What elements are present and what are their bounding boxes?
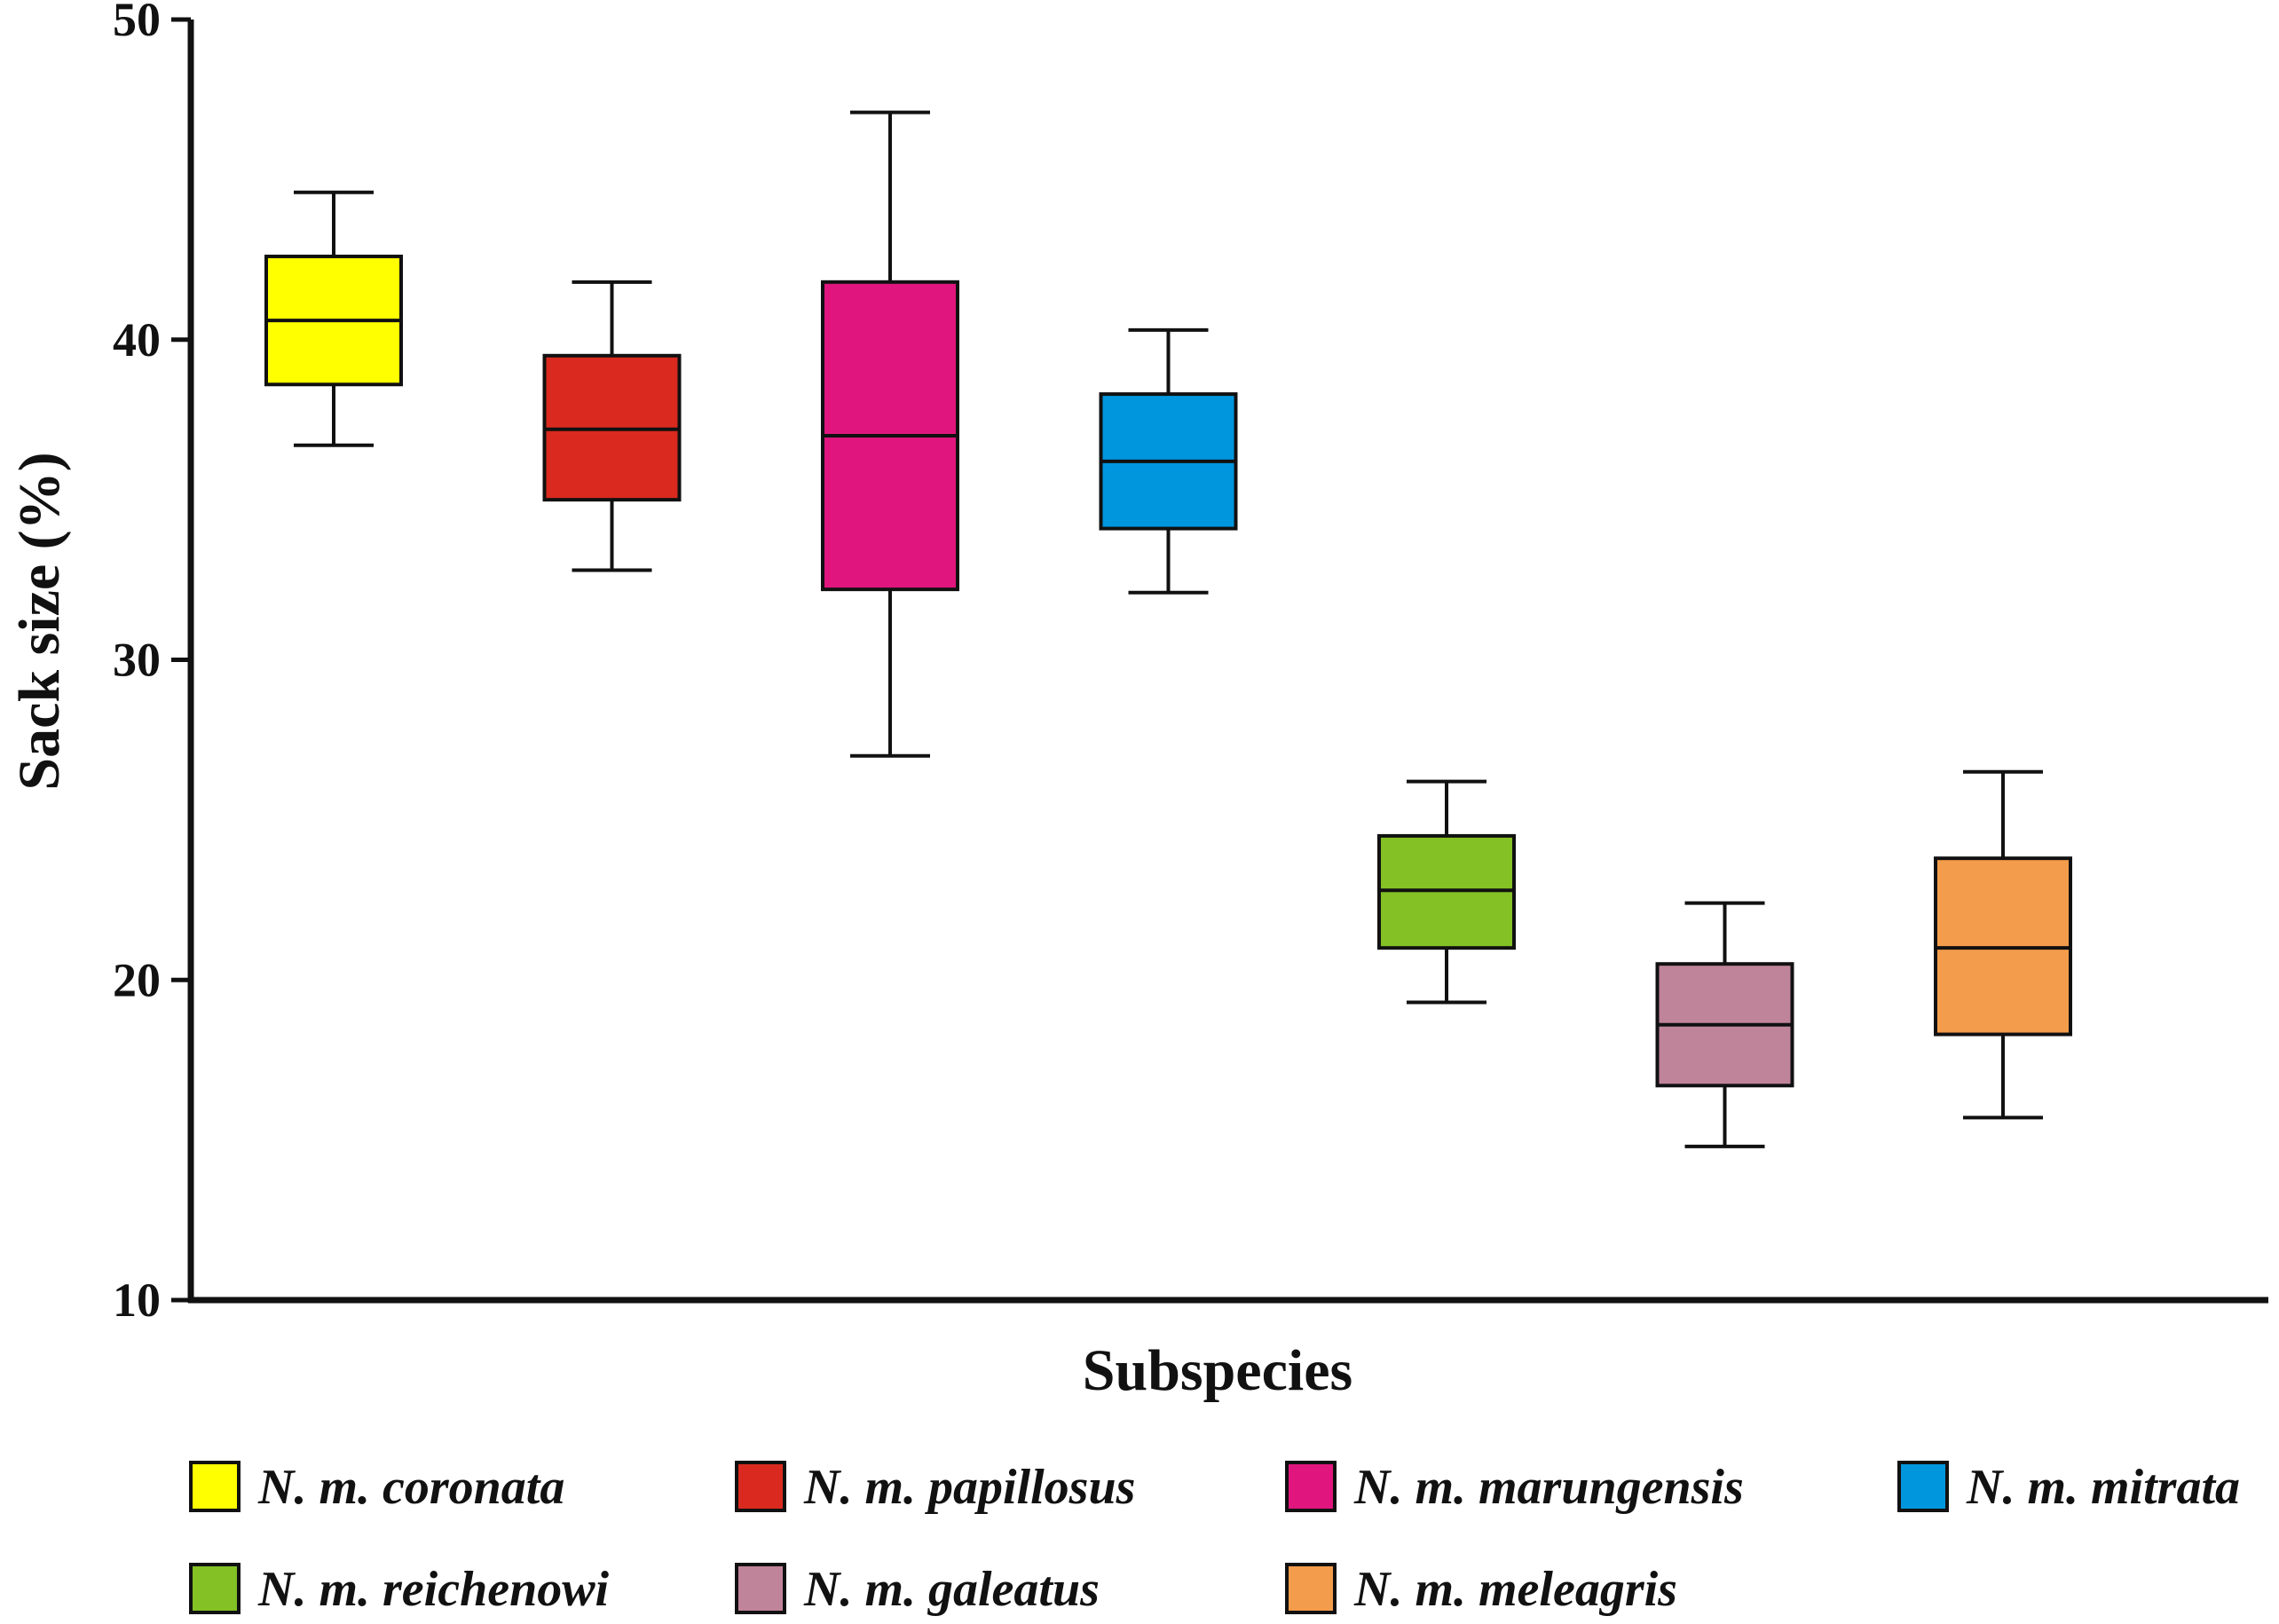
y-tick-label: 10	[113, 1273, 161, 1327]
box-1	[264, 190, 403, 447]
y-tick-label: 30	[113, 634, 161, 687]
legend-label: N. m. mitrata	[1966, 1460, 2240, 1515]
y-tick-label: 20	[113, 953, 161, 1006]
legend-item: N. m. meleagris	[1285, 1562, 1677, 1617]
legend-item: N. m. marungensis	[1285, 1460, 1744, 1515]
legend-item: N. m. papillosus	[735, 1460, 1135, 1515]
legend: N. m. coronata N. m. papillosus N. m. maru…	[189, 1460, 2240, 1617]
legend-swatch	[1285, 1563, 1337, 1614]
legend-label: N. m. reichenowi	[257, 1562, 610, 1617]
y-axis-title: Sack size (%)	[7, 452, 72, 790]
legend-swatch	[189, 1563, 241, 1614]
box-3	[821, 110, 959, 758]
legend-swatch	[735, 1461, 786, 1512]
y-tick-label: 40	[113, 313, 161, 367]
legend-item: N. m. galeatus	[735, 1562, 1100, 1617]
legend-label: N. m. meleagris	[1353, 1562, 1677, 1617]
legend-label: N. m. papillosus	[803, 1460, 1135, 1515]
legend-swatch	[1897, 1461, 1949, 1512]
legend-swatch	[189, 1461, 241, 1512]
box-7	[1934, 769, 2072, 1120]
boxes	[264, 110, 2072, 1148]
axes	[187, 20, 2268, 1304]
y-ticks: 10 20 30 40 50	[113, 0, 191, 1327]
legend-swatch	[735, 1563, 786, 1614]
box-4	[1099, 327, 1238, 595]
legend-label: N. m. marungensis	[1353, 1460, 1744, 1515]
legend-label: N. m. coronata	[257, 1460, 564, 1515]
box-6	[1655, 901, 1794, 1148]
y-axis-title-group: Sack size (%)	[7, 452, 72, 790]
x-axis-title: Subspecies	[1083, 1338, 1352, 1403]
legend-swatch	[1285, 1461, 1337, 1512]
legend-item: N. m. mitrata	[1897, 1460, 2240, 1515]
legend-item: N. m. coronata	[189, 1460, 564, 1515]
box-5	[1377, 779, 1516, 1005]
box-2	[542, 280, 682, 572]
legend-label: N. m. galeatus	[803, 1562, 1100, 1617]
y-tick-label: 50	[113, 0, 161, 46]
legend-item: N. m. reichenowi	[189, 1562, 610, 1617]
